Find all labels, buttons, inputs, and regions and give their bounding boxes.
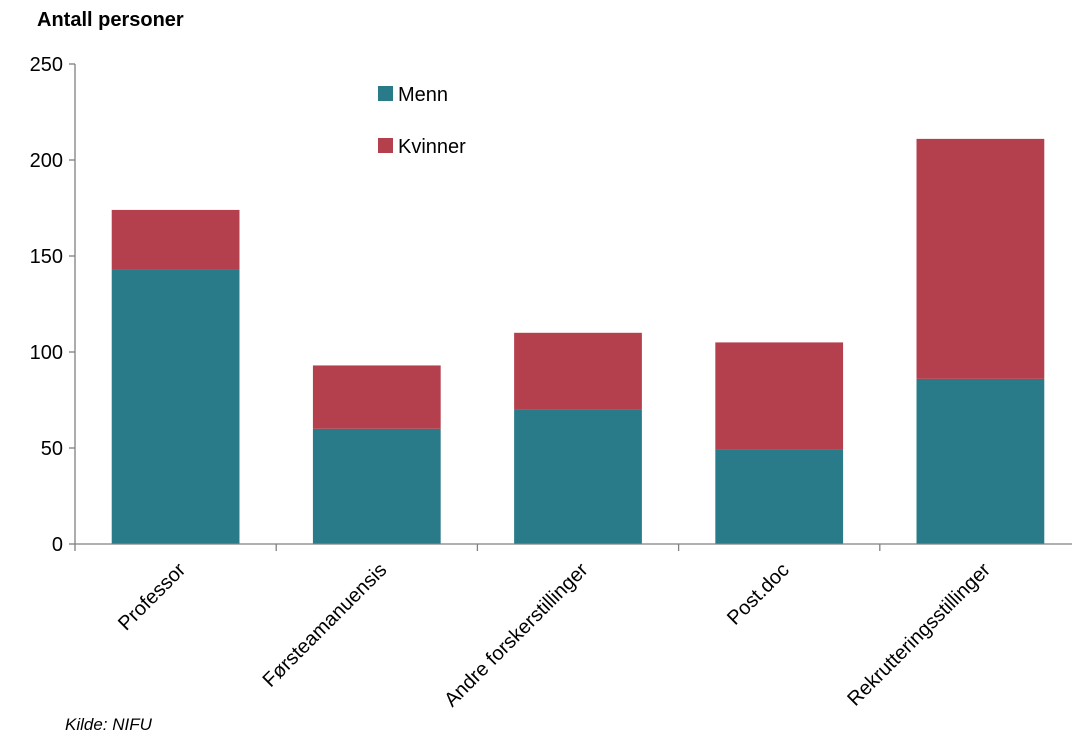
y-tick-label: 100	[30, 342, 63, 364]
y-tick-label: 200	[30, 150, 63, 172]
bar-menn	[111, 269, 240, 544]
legend-label-menn: Menn	[398, 84, 448, 106]
bar-kvinner	[715, 342, 844, 450]
bar-menn	[916, 378, 1045, 544]
y-tick-label: 250	[30, 54, 63, 76]
bar-menn	[715, 449, 844, 544]
legend-label-kvinner: Kvinner	[398, 136, 466, 158]
x-axis: Professor Førsteamanuensis Andre forskerst…	[74, 543, 1072, 712]
y-axis: 0 50 100 150 200 250	[30, 54, 76, 556]
y-tick-label: 0	[52, 534, 63, 556]
x-tick-label: Førsteamanuensis	[259, 559, 392, 692]
x-tick-label: Professor	[114, 559, 190, 635]
bars	[111, 138, 1045, 544]
bar-kvinner	[312, 365, 441, 429]
y-tick-label: 150	[30, 246, 63, 268]
bar-menn	[514, 409, 642, 544]
y-axis-label: Antall personer	[37, 9, 184, 31]
legend: Menn Kvinner	[378, 84, 466, 158]
legend-swatch-kvinner	[378, 138, 393, 153]
source-note: Kilde: NIFU	[65, 715, 153, 734]
legend-swatch-menn	[378, 86, 393, 101]
bar-kvinner	[111, 209, 240, 270]
x-tick-label: Rekrutteringsstillinger	[843, 559, 995, 711]
bar-kvinner	[514, 332, 642, 410]
bar-menn	[312, 428, 441, 544]
x-tick-label: Andre forskerstillinger	[440, 559, 593, 712]
bar-kvinner	[916, 138, 1045, 379]
x-tick-label: Post.doc	[723, 559, 794, 630]
y-tick-label: 50	[41, 438, 63, 460]
